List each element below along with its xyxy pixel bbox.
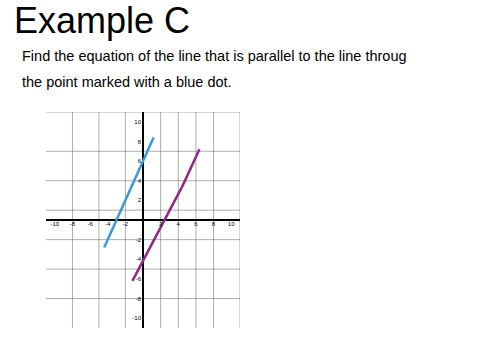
svg-text:4: 4 [177,221,181,227]
html-text:Find the equation of the line: Find the equation of the line that is pa… [22,48,407,64]
svg-text:4: 4 [138,178,142,184]
svg-text:10: 10 [228,221,235,227]
svg-text:-2: -2 [123,221,129,227]
svg-text:2: 2 [138,197,142,203]
svg-text:-4: -4 [136,256,142,262]
svg-text:-10: -10 [132,315,141,321]
svg-text:8: 8 [212,221,216,227]
svg-text:-4: -4 [105,221,111,227]
svg-text:-8: -8 [70,221,76,227]
html-text:the point marked with a blue d: the point marked with a blue dot. [22,74,232,90]
svg-text:-8: -8 [136,296,142,302]
svg-text:8: 8 [138,139,142,145]
svg-text:-6: -6 [136,276,142,282]
html-text:Example C: Example C [14,0,191,41]
svg-text:6: 6 [138,158,142,164]
svg-text:10: 10 [134,119,141,125]
svg-text:-10: -10 [50,221,59,227]
svg-text:2: 2 [159,221,163,227]
svg-text:-2: -2 [136,237,142,243]
svg-text:6: 6 [194,221,198,227]
svg-text:-6: -6 [87,221,93,227]
